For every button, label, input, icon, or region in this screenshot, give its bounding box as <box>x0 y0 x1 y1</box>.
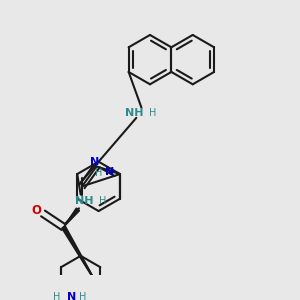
Text: N: N <box>90 157 99 167</box>
Text: NH: NH <box>75 196 93 206</box>
Text: H: H <box>99 196 106 206</box>
Text: N: N <box>105 167 114 177</box>
Text: H: H <box>95 168 102 178</box>
Polygon shape <box>62 226 100 290</box>
Text: H: H <box>149 108 156 118</box>
Text: H: H <box>79 292 86 300</box>
Text: H: H <box>53 292 61 300</box>
Text: N: N <box>67 292 76 300</box>
Text: NH: NH <box>125 108 144 118</box>
Polygon shape <box>64 208 80 227</box>
Text: O: O <box>32 203 42 217</box>
